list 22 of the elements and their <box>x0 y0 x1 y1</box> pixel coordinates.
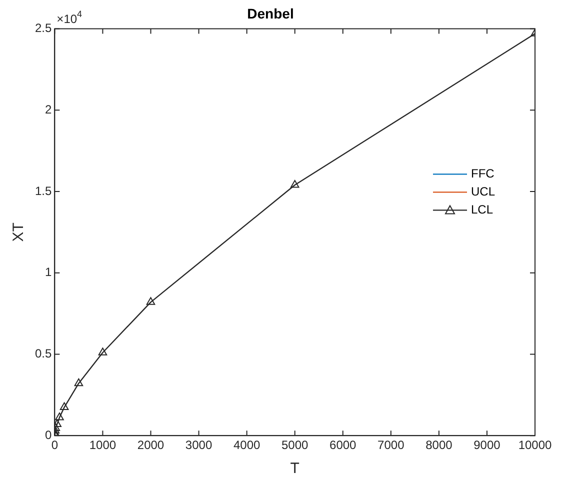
legend-label: FFC <box>471 166 495 181</box>
x-tick-label: 6000 <box>330 438 357 452</box>
y-tick-label: 1.5 <box>34 184 52 198</box>
x-tick-label: 7000 <box>378 438 405 452</box>
legend-label: UCL <box>471 184 496 199</box>
x-tick-label: 2000 <box>137 438 164 452</box>
x-tick-label: 3000 <box>185 438 212 452</box>
x-tick-label: 5000 <box>281 438 309 452</box>
y-axis-title: XT <box>10 222 28 242</box>
x-tick-label: 8000 <box>426 438 453 452</box>
x-tick-label: 1000 <box>89 438 116 452</box>
x-tick-label: 4000 <box>233 438 260 452</box>
x-tick-label: 10000 <box>518 438 552 452</box>
y-tick-label: 2 <box>44 102 52 116</box>
y-tick-label: 0 <box>44 428 52 442</box>
x-axis-title: T <box>290 460 300 478</box>
y-tick-label: 2.5 <box>34 21 52 36</box>
chart-title: Denbel <box>247 5 294 22</box>
y-tick-label: 1 <box>44 265 52 280</box>
x-tick-label: 9000 <box>474 438 501 452</box>
y-tick-label: 0.5 <box>34 346 52 361</box>
legend-label: LCL <box>471 202 494 217</box>
